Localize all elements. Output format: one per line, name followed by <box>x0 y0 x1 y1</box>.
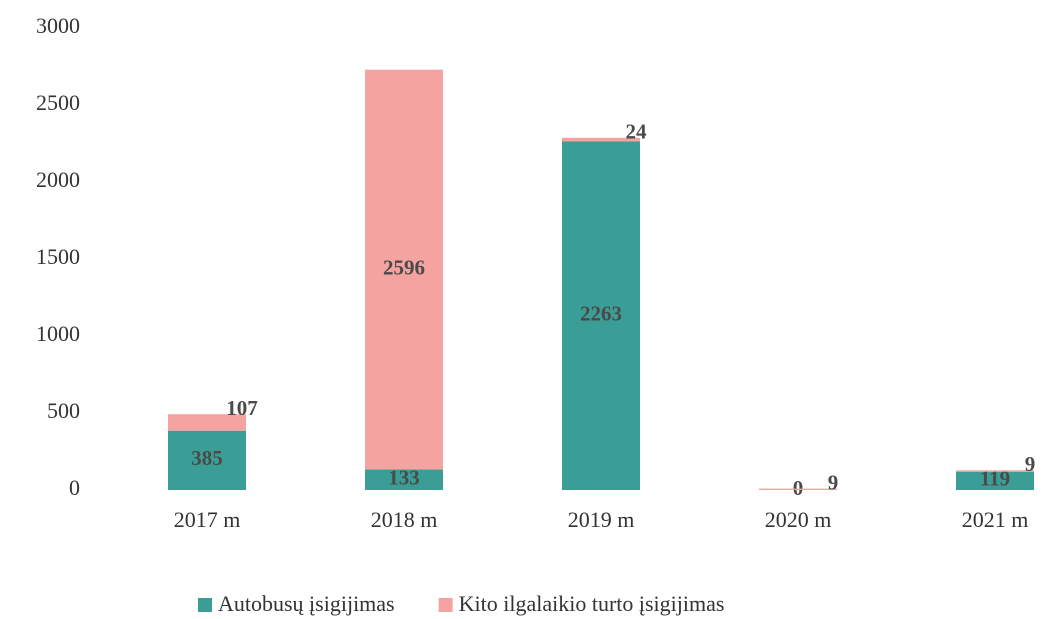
bar-segment <box>956 471 1034 490</box>
x-tick-label: 2019 m <box>568 507 635 532</box>
bar-segment <box>168 430 246 490</box>
x-tick-label: 2021 m <box>962 507 1029 532</box>
legend-swatch <box>438 598 453 612</box>
data-label: 24 <box>626 120 648 144</box>
bar-segment <box>365 469 443 490</box>
y-tick-label: 500 <box>47 398 80 423</box>
y-tick-label: 0 <box>69 475 80 500</box>
bar-segment <box>956 470 1034 472</box>
y-tick-label: 2500 <box>36 90 80 115</box>
data-label: 133 <box>388 466 420 490</box>
x-tick-label: 2017 m <box>174 507 241 532</box>
bar-segment <box>365 69 443 470</box>
x-tick-label: 2020 m <box>765 507 832 532</box>
legend-label: Kito ilgalaikio turto įsigijimas <box>459 591 725 616</box>
bar-segment <box>168 414 246 431</box>
legend-label: Autobusų įsigijimas <box>218 591 395 616</box>
data-label: 107 <box>226 396 258 420</box>
data-label: 9 <box>828 470 839 494</box>
bar-segment <box>562 137 640 142</box>
bar-segment <box>562 141 640 491</box>
data-label: 0 <box>793 476 804 500</box>
legend-swatch <box>198 598 212 612</box>
y-tick-label: 1000 <box>36 321 80 346</box>
y-tick-label: 3000 <box>36 13 80 38</box>
bar-segment <box>759 488 837 490</box>
x-tick-label: 2018 m <box>371 507 438 532</box>
data-label: 385 <box>191 446 223 470</box>
data-label: 2596 <box>383 255 425 279</box>
data-label: 2263 <box>580 302 622 326</box>
data-label: 119 <box>980 467 1010 491</box>
y-tick-label: 1500 <box>36 244 80 269</box>
y-tick-label: 2000 <box>36 167 80 192</box>
data-label: 9 <box>1025 452 1036 476</box>
